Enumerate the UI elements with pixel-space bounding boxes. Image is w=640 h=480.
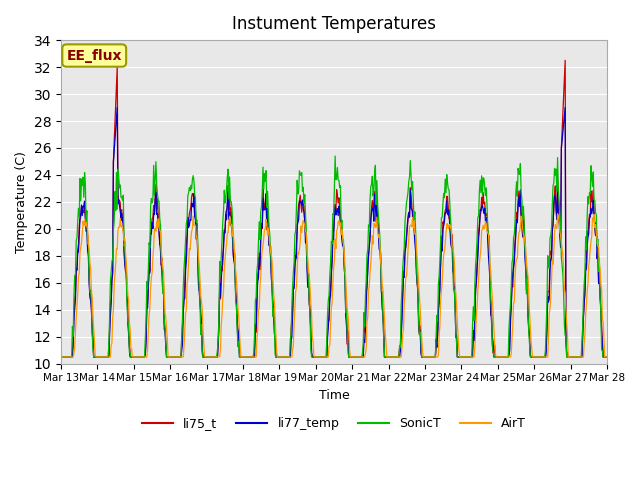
X-axis label: Time: Time	[319, 389, 349, 402]
Text: EE_flux: EE_flux	[67, 48, 122, 62]
Title: Instument Temperatures: Instument Temperatures	[232, 15, 436, 33]
Y-axis label: Temperature (C): Temperature (C)	[15, 151, 28, 253]
Legend: li75_t, li77_temp, SonicT, AirT: li75_t, li77_temp, SonicT, AirT	[137, 412, 531, 435]
